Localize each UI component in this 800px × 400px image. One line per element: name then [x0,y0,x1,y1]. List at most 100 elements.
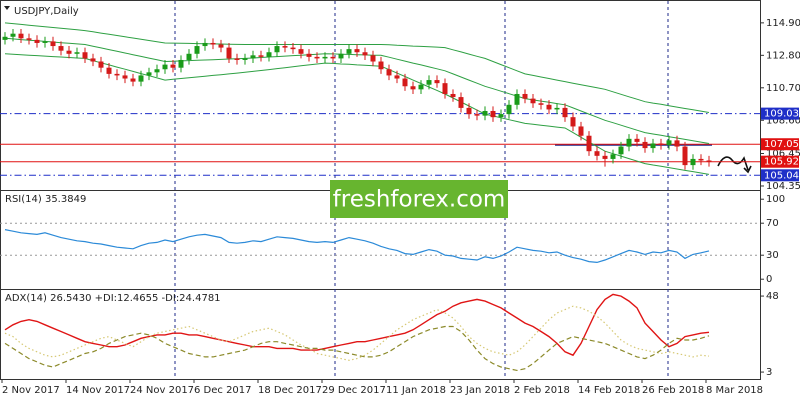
candle-body [490,110,496,118]
watermark-box [330,180,508,218]
x-tick-label: 14 Nov 2017 [66,385,130,396]
band-lower [4,53,710,175]
candle-body [674,140,680,147]
candle-body [122,75,128,79]
menu-triangle [4,6,10,10]
candle-body [442,83,448,94]
candle-body [170,64,176,68]
candle-body [634,138,640,142]
candle-body [162,64,168,70]
watermark: freshforex.com [333,187,506,213]
candle-body [378,61,384,70]
candle-body [554,107,560,110]
candle-body [642,141,648,149]
pane-title: RSI(14) 35.3849 [5,194,86,205]
candle-body [482,110,488,116]
candle-body [682,146,688,166]
candle-body [250,55,256,59]
candle-body [578,126,584,136]
candle-body [234,58,240,60]
candle-body [498,114,504,118]
candle-body [514,93,520,105]
candle-body [290,47,296,50]
candle-body [138,75,144,82]
candle-body [266,52,272,57]
candle-body [50,41,56,47]
y-tick-label: 0 [766,274,772,285]
candle-body [58,46,64,51]
x-tick-label: 11 Jan 2018 [386,385,446,396]
price-level-box [761,107,799,120]
candle-body [306,53,312,57]
candle-body [562,107,568,118]
price-level-box [761,155,799,168]
candle-body [586,135,592,152]
candle-body [530,98,536,104]
pane-title: ADX(14) 26.5430 +DI:12.4655 -DI:24.4781 [5,293,221,304]
candle-body [706,160,712,163]
candle-body [18,33,24,39]
price-level-label: 109.03 [764,109,799,120]
candle-body [570,117,576,127]
candle-body [522,93,528,99]
y-tick-label: 104.35 [766,181,800,192]
candle-body [194,46,200,54]
candle-body [362,52,368,56]
candle-body [466,107,472,115]
x-tick-label: 2 Feb 2018 [514,385,570,396]
y-tick-label: 30 [766,250,779,261]
candle-body [370,55,376,62]
price-level-box [761,138,799,151]
candle-body [218,44,224,48]
indicator-line [4,293,710,357]
candle-body [90,58,96,62]
candle-body [274,46,280,53]
candle-body [354,49,360,53]
x-tick-label: 6 Dec 2017 [194,385,252,396]
pane-title: USDJPY,Daily [14,6,79,17]
x-tick-label: 2 Nov 2017 [2,385,60,396]
candle-body [626,138,632,147]
candle-body [42,41,48,43]
x-tick-label: 26 Feb 2018 [642,385,704,396]
candle-body [330,56,336,59]
candle-body [82,52,88,59]
indicator-line [4,305,710,361]
x-tick-label: 29 Dec 2017 [322,385,386,396]
candle-body [546,104,552,110]
candle-body [34,39,40,43]
candle-body [410,86,416,90]
candle-body [458,97,464,108]
price-level-label: 107.05 [764,139,799,150]
candle-body [658,143,664,146]
candle-body [618,146,624,155]
candle-body [418,84,424,90]
candle-body [690,158,696,166]
y-tick-label: 3 [766,367,772,378]
candle-body [346,49,352,54]
candle-body [26,38,32,40]
y-tick-label: 112.80 [766,50,800,61]
y-tick-label: 70 [766,218,779,229]
candle-body [74,52,80,54]
candle-body [538,103,544,105]
candle-body [434,80,440,84]
y-tick-label: 106.45 [766,149,800,160]
candle-body [226,47,232,59]
candle-body [650,143,656,149]
x-tick-label: 18 Dec 2017 [258,385,322,396]
candle-body [130,78,136,82]
band-upper [4,22,710,113]
candle-body [426,80,432,85]
candle-body [298,49,304,54]
candle-body [2,36,8,40]
candle-body [10,33,16,37]
y-tick-label: 110.70 [766,83,800,94]
candle-body [666,140,672,146]
candle-body [146,72,152,76]
x-tick-label: 23 Jan 2018 [450,385,510,396]
candle-body [450,93,456,98]
y-tick-label: 108.60 [766,115,800,126]
candle-body [338,53,344,59]
